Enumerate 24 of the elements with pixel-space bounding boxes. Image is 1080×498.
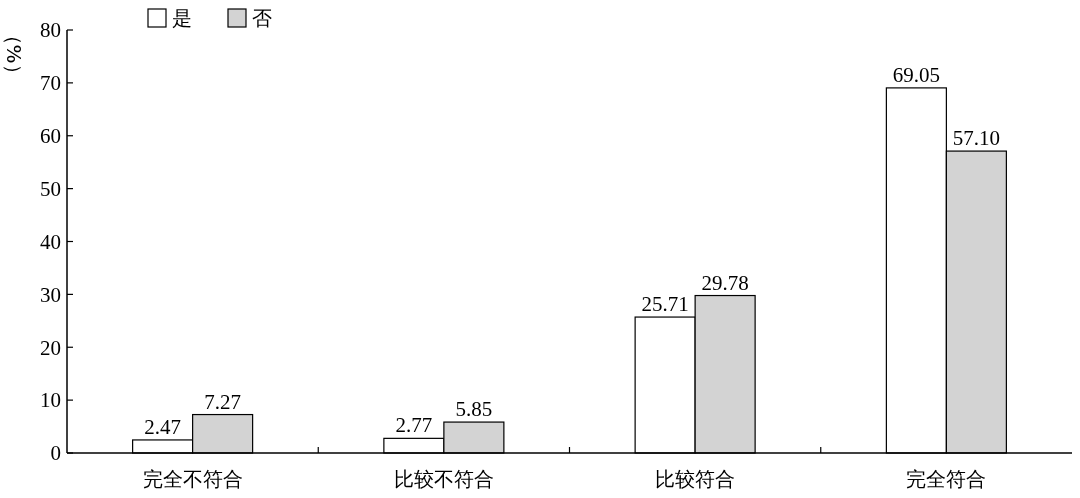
text: 7.27: [204, 389, 241, 414]
y-tick-label: 70: [40, 71, 61, 96]
text: 5.85: [455, 397, 493, 422]
text: 29.78: [701, 270, 749, 295]
x-tick-label: 完全符合: [906, 467, 987, 491]
text: 2.77: [395, 413, 433, 438]
y-tick-label: 20: [40, 335, 61, 360]
legend-label: 是: [172, 6, 192, 30]
text: 69.05: [892, 62, 940, 87]
text: 2.47: [144, 414, 181, 439]
text: 25.71: [641, 292, 689, 317]
y-tick-label: 30: [40, 282, 61, 307]
text: 57.10: [952, 126, 1000, 151]
y-tick-label: 0: [50, 441, 61, 466]
x-tick-label: 比较符合: [655, 467, 736, 491]
y-tick-label: 10: [40, 388, 61, 413]
x-tick-label: 完全不符合: [142, 467, 243, 491]
y-tick-label: 80: [40, 18, 61, 43]
y-tick-label: 50: [40, 176, 61, 201]
y-tick-label: 40: [40, 229, 61, 254]
y-axis-title: （%）: [2, 24, 26, 84]
y-tick-label: 60: [40, 124, 61, 149]
legend-label: 否: [252, 6, 272, 30]
x-tick-label: 比较不符合: [393, 467, 494, 491]
